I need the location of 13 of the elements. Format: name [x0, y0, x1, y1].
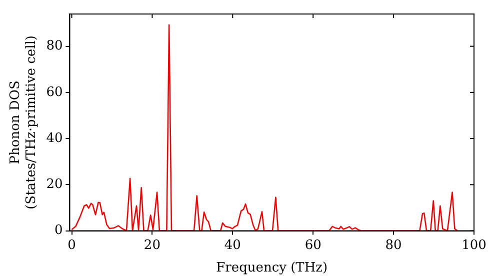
x-tick-label: 80 — [385, 238, 402, 253]
y-tick-label: 60 — [46, 84, 63, 100]
y-tick-label: 20 — [46, 177, 63, 192]
y-tick-label: 80 — [46, 38, 63, 54]
y-axis-title: Phonon DOS (States/THz·primitive cell) — [8, 35, 39, 210]
x-tick-label: 0 — [68, 238, 76, 253]
y-tick-label: 40 — [46, 130, 63, 146]
x-tick-label: 60 — [304, 238, 322, 253]
x-tick-label: 20 — [144, 238, 160, 253]
x-axis-title: Frequency (THz) — [216, 260, 328, 276]
x-tick-label: 100 — [462, 238, 486, 253]
y-tick-label: 0 — [54, 223, 63, 238]
x-tick-label: 40 — [224, 238, 241, 253]
